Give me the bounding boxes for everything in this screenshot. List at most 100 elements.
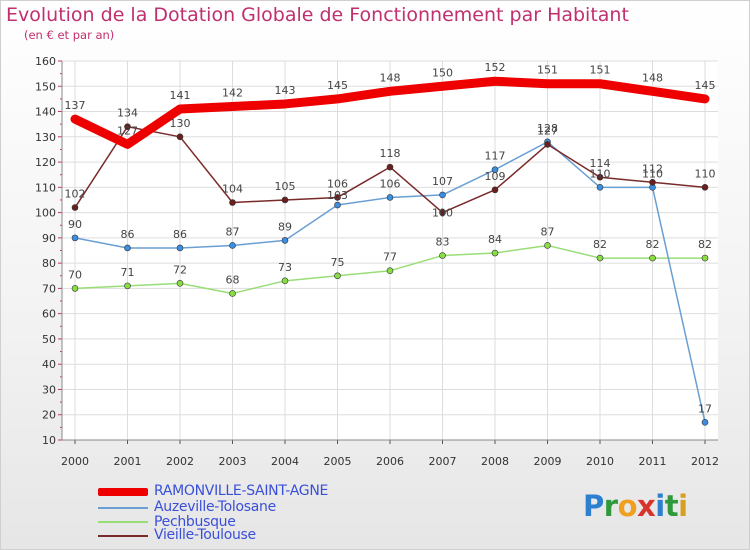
data-label-s0-9: 151: [537, 64, 558, 77]
data-label-s2-4: 73: [278, 261, 292, 274]
x-tick-label: 2012: [691, 455, 719, 468]
x-tick-label: 2001: [114, 455, 142, 468]
y-tick-label: 100: [35, 207, 56, 220]
data-label-s0-1: 127: [117, 124, 138, 137]
logo-letter: t: [664, 489, 679, 523]
legend-label-ramonville: RAMONVILLE-SAINT-AGNE: [154, 483, 329, 499]
y-tick-label: 70: [42, 282, 56, 295]
logo-letter: x: [637, 489, 656, 523]
x-tick-label: 2006: [376, 455, 404, 468]
data-label-s3-12: 110: [695, 167, 716, 180]
y-tick-label: 130: [35, 131, 56, 144]
data-label-s0-5: 145: [327, 79, 348, 92]
data-label-s2-7: 83: [436, 236, 450, 249]
data-point-s2-9: [544, 242, 551, 249]
data-label-s2-6: 77: [383, 251, 397, 264]
data-label-s0-3: 142: [222, 86, 243, 99]
data-point-s3-9: [544, 141, 551, 148]
data-point-s3-3: [229, 199, 236, 206]
data-label-s2-12: 82: [698, 238, 712, 251]
data-label-s0-0: 137: [65, 99, 86, 112]
x-tick-label: 2000: [61, 455, 89, 468]
data-label-s0-11: 148: [642, 71, 663, 84]
data-label-s3-9: 127: [537, 124, 558, 137]
legend-swatch-auzeville: [98, 507, 148, 509]
data-label-s0-8: 152: [485, 61, 506, 74]
data-point-s1-12: [701, 419, 709, 426]
data-label-s3-1: 134: [117, 107, 138, 120]
data-label-s1-3: 87: [226, 225, 240, 238]
x-tick-label: 2002: [166, 455, 194, 468]
data-label-s2-8: 84: [488, 233, 502, 246]
data-point-s1-4: [281, 237, 289, 244]
data-label-s2-0: 70: [68, 268, 82, 281]
data-label-s3-6: 118: [380, 147, 401, 160]
data-label-s1-5: 103: [327, 189, 348, 202]
data-label-s3-0: 102: [65, 188, 86, 201]
data-label-s1-7: 107: [432, 175, 453, 188]
data-point-s3-2: [176, 133, 184, 141]
chart-subtitle: (en € et par an): [24, 28, 115, 42]
y-tick-label: 40: [42, 358, 56, 371]
data-point-s3-11: [649, 178, 656, 186]
data-label-s1-10: 110: [590, 167, 611, 180]
data-point-s3-1: [124, 123, 131, 130]
data-label-s0-6: 148: [380, 71, 401, 84]
data-point-s1-5: [334, 201, 341, 209]
data-point-s2-7: [439, 252, 446, 259]
data-label-s2-3: 68: [226, 273, 240, 286]
data-point-s1-1: [124, 244, 131, 252]
data-label-s2-5: 75: [331, 256, 345, 269]
data-label-s3-11: 112: [642, 162, 663, 175]
y-tick-label: 80: [42, 257, 56, 270]
data-point-s2-1: [124, 282, 131, 290]
data-label-s1-2: 86: [173, 228, 187, 241]
data-point-s2-11: [649, 254, 656, 262]
data-label-s3-4: 105: [275, 180, 296, 193]
data-point-s2-0: [71, 285, 79, 292]
y-tick-label: 140: [35, 106, 56, 119]
data-label-s3-5: 106: [327, 177, 348, 190]
data-point-s3-5: [334, 194, 341, 201]
data-label-s1-11: 110: [642, 167, 663, 180]
data-point-s2-8: [491, 249, 499, 257]
data-label-s1-1: 86: [121, 228, 135, 241]
data-point-s2-2: [176, 280, 184, 287]
data-label-s0-7: 150: [432, 66, 453, 79]
data-point-s1-3: [229, 242, 236, 249]
x-tick-label: 2009: [534, 455, 562, 468]
data-point-s1-10: [596, 184, 604, 191]
data-label-s0-10: 151: [590, 64, 611, 77]
y-tick-label: 20: [42, 409, 56, 422]
data-point-s2-10: [596, 254, 604, 262]
x-tick-label: 2010: [586, 455, 614, 468]
logo-letter: i: [678, 489, 688, 523]
y-tick-label: 30: [42, 383, 56, 396]
data-label-s0-4: 143: [275, 84, 296, 97]
legend-swatch-pechbusque: [98, 521, 148, 523]
data-label-s1-8: 117: [485, 150, 506, 163]
x-tick-label: 2008: [481, 455, 509, 468]
legend-label-vieille-toulouse: Vieille-Toulouse: [154, 527, 256, 543]
chart-title: Evolution de la Dotation Globale de Fonc…: [6, 4, 629, 26]
data-label-s2-1: 71: [121, 266, 135, 279]
logo-letter: i: [655, 489, 665, 523]
data-point-s2-5: [334, 272, 341, 280]
x-tick-label: 2011: [639, 455, 667, 468]
data-label-s1-12: 17: [698, 402, 712, 415]
data-label-s0-2: 141: [170, 89, 191, 102]
legend-swatch-vieille-toulouse: [98, 535, 148, 537]
proxiti-logo: Proxiti: [583, 489, 688, 523]
y-tick-label: 10: [42, 434, 56, 447]
logo-letter: P: [583, 489, 604, 523]
data-label-s2-11: 82: [646, 238, 660, 251]
data-label-s3-2: 130: [170, 117, 191, 130]
data-label-s3-10: 114: [590, 157, 611, 170]
legend-label-auzeville: Auzeville-Tolosane: [154, 499, 276, 515]
data-point-s2-4: [281, 277, 289, 285]
data-label-s1-4: 89: [278, 220, 292, 233]
data-label-s2-10: 82: [593, 238, 607, 251]
data-point-s1-6: [386, 194, 394, 201]
data-label-s3-7: 100: [432, 207, 453, 220]
